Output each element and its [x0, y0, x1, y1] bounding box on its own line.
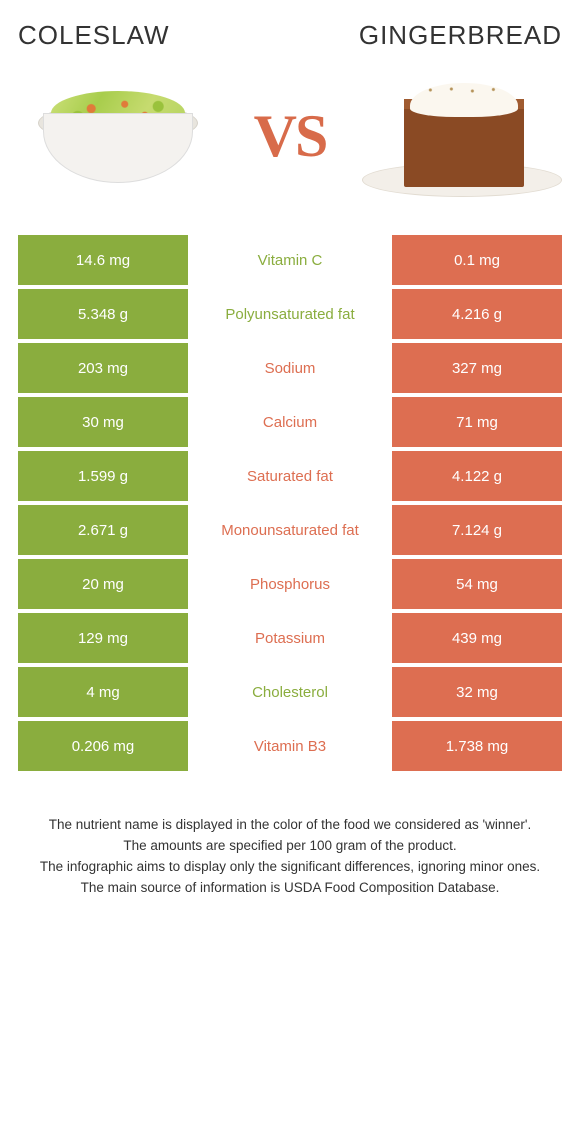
nutrient-label: Calcium — [188, 397, 392, 447]
table-row: 4 mgCholesterol32 mg — [18, 667, 562, 717]
left-value: 20 mg — [18, 559, 188, 609]
title-row: COLESLAW GINGERBREAD — [18, 20, 562, 51]
coleslaw-image — [18, 61, 218, 211]
left-value: 5.348 g — [18, 289, 188, 339]
nutrient-label: Sodium — [188, 343, 392, 393]
right-value: 439 mg — [392, 613, 562, 663]
right-value: 327 mg — [392, 343, 562, 393]
right-title: GINGERBREAD — [359, 20, 562, 51]
nutrient-label: Cholesterol — [188, 667, 392, 717]
left-title: COLESLAW — [18, 20, 170, 51]
footer-line: The main source of information is USDA F… — [22, 878, 558, 899]
hero-row: VS — [18, 61, 562, 211]
nutrient-label: Vitamin C — [188, 235, 392, 285]
right-value: 54 mg — [392, 559, 562, 609]
table-row: 0.206 mgVitamin B31.738 mg — [18, 721, 562, 771]
nutrient-label: Saturated fat — [188, 451, 392, 501]
nutrient-label: Vitamin B3 — [188, 721, 392, 771]
right-value: 4.216 g — [392, 289, 562, 339]
nutrient-label: Phosphorus — [188, 559, 392, 609]
table-row: 14.6 mgVitamin C0.1 mg — [18, 235, 562, 285]
right-value: 1.738 mg — [392, 721, 562, 771]
left-value: 203 mg — [18, 343, 188, 393]
table-row: 129 mgPotassium439 mg — [18, 613, 562, 663]
footer-notes: The nutrient name is displayed in the co… — [18, 815, 562, 899]
right-value: 7.124 g — [392, 505, 562, 555]
footer-line: The nutrient name is displayed in the co… — [22, 815, 558, 836]
table-row: 1.599 gSaturated fat4.122 g — [18, 451, 562, 501]
nutrient-label: Potassium — [188, 613, 392, 663]
table-row: 2.671 gMonounsaturated fat7.124 g — [18, 505, 562, 555]
left-value: 0.206 mg — [18, 721, 188, 771]
table-row: 203 mgSodium327 mg — [18, 343, 562, 393]
nutrient-table: 14.6 mgVitamin C0.1 mg5.348 gPolyunsatur… — [18, 235, 562, 771]
gingerbread-image — [362, 61, 562, 211]
left-value: 14.6 mg — [18, 235, 188, 285]
footer-line: The infographic aims to display only the… — [22, 857, 558, 878]
left-value: 30 mg — [18, 397, 188, 447]
nutrient-label: Monounsaturated fat — [188, 505, 392, 555]
left-value: 4 mg — [18, 667, 188, 717]
left-value: 1.599 g — [18, 451, 188, 501]
right-value: 32 mg — [392, 667, 562, 717]
footer-line: The amounts are specified per 100 gram o… — [22, 836, 558, 857]
table-row: 20 mgPhosphorus54 mg — [18, 559, 562, 609]
right-value: 71 mg — [392, 397, 562, 447]
right-value: 0.1 mg — [392, 235, 562, 285]
table-row: 30 mgCalcium71 mg — [18, 397, 562, 447]
vs-label: VS — [254, 102, 327, 171]
left-value: 2.671 g — [18, 505, 188, 555]
table-row: 5.348 gPolyunsaturated fat4.216 g — [18, 289, 562, 339]
left-value: 129 mg — [18, 613, 188, 663]
nutrient-label: Polyunsaturated fat — [188, 289, 392, 339]
right-value: 4.122 g — [392, 451, 562, 501]
